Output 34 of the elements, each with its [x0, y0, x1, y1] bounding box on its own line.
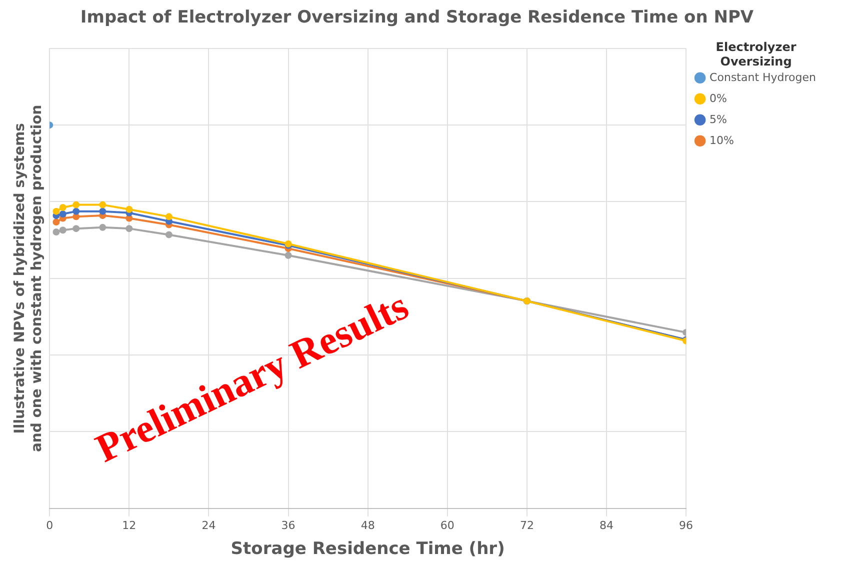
- point: [72, 201, 80, 208]
- x-tick-label: 60: [440, 518, 454, 532]
- legend-title: Electrolyzer Oversizing: [716, 40, 796, 69]
- point: [284, 252, 292, 259]
- y-axis-title: Illustrative NPVs of hybridized systems and one with constant hydrogen production: [12, 104, 45, 452]
- legend-label: 5%: [710, 112, 728, 126]
- x-tick-label: 0: [46, 518, 54, 532]
- point: [126, 206, 133, 213]
- legend-label: Constant Hydrogen: [710, 70, 816, 84]
- point: [165, 231, 172, 238]
- point: [59, 226, 66, 234]
- point: [52, 208, 60, 215]
- x-tick-label: 24: [202, 518, 216, 532]
- x-tick-label: 72: [520, 518, 534, 532]
- legend-label: 0%: [710, 92, 728, 105]
- x-tick-label: 36: [281, 518, 296, 532]
- point: [165, 213, 172, 220]
- chart-title: Impact of Electrolyzer Oversizing and Storage Residence Time on NPV: [80, 8, 754, 28]
- point: [72, 208, 80, 215]
- point: [99, 224, 106, 231]
- x-tick-label: 48: [360, 518, 375, 532]
- point: [52, 228, 60, 236]
- point: [52, 218, 60, 226]
- point: [99, 201, 106, 208]
- x-tick-label: 12: [122, 518, 136, 532]
- legend-label: 10%: [710, 134, 734, 147]
- point: [59, 210, 66, 218]
- x-axis-title: Storage Residence Time (hr): [230, 539, 505, 560]
- x-tick-label: 84: [600, 518, 614, 532]
- point: [99, 208, 106, 215]
- point: [72, 225, 80, 232]
- x-tick-label: 96: [679, 518, 694, 532]
- point: [59, 204, 66, 211]
- point: [126, 225, 133, 232]
